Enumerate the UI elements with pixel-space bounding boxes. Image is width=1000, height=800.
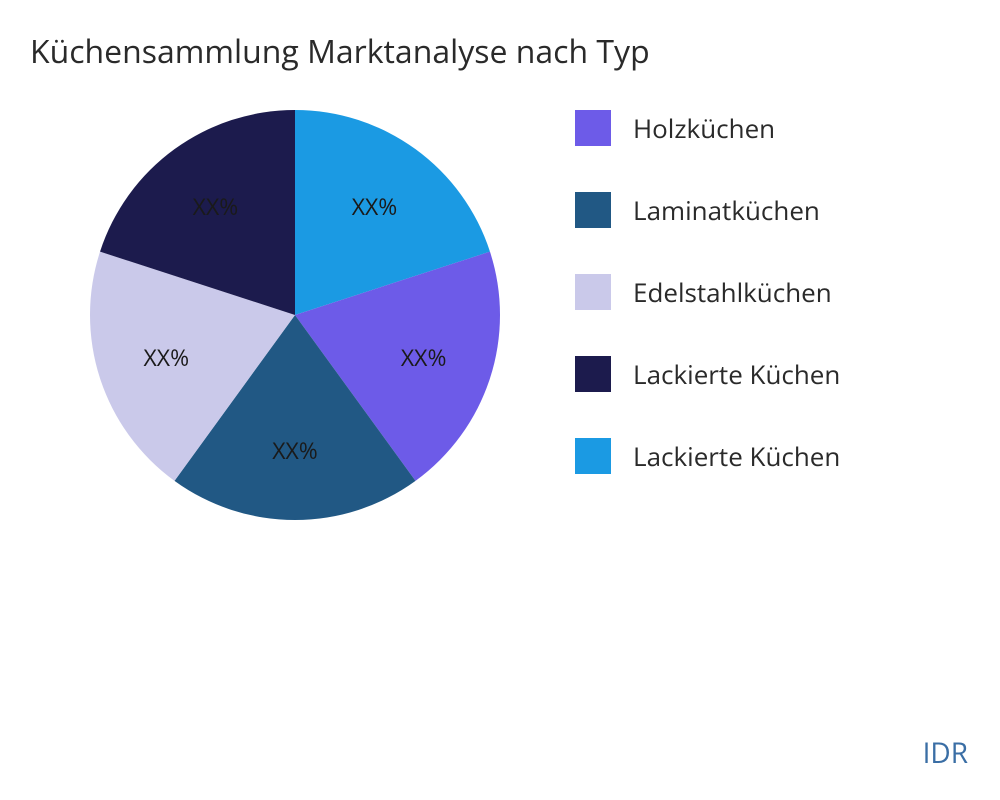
legend: Holzküchen Laminatküchen Edelstahlküchen La… (575, 110, 840, 520)
legend-item: Edelstahlküchen (575, 274, 840, 310)
legend-swatch (575, 192, 611, 228)
legend-item: Lackierte Küchen (575, 438, 840, 474)
legend-label: Edelstahlküchen (633, 274, 832, 310)
legend-swatch (575, 356, 611, 392)
legend-item: Holzküchen (575, 110, 840, 146)
pie-chart: XX% XX% XX% XX% XX% (85, 105, 505, 525)
slice-label: XX% (193, 190, 239, 222)
legend-swatch (575, 274, 611, 310)
attribution: IDR (923, 734, 968, 772)
legend-label: Laminatküchen (633, 192, 820, 228)
slice-label: XX% (272, 434, 318, 466)
slice-label: XX% (352, 190, 398, 222)
legend-item: Laminatküchen (575, 192, 840, 228)
legend-label: Holzküchen (633, 110, 775, 146)
slice-label: XX% (144, 341, 190, 373)
legend-swatch (575, 438, 611, 474)
slice-label: XX% (401, 341, 447, 373)
legend-item: Lackierte Küchen (575, 356, 840, 392)
legend-label: Lackierte Küchen (633, 438, 840, 474)
legend-swatch (575, 110, 611, 146)
chart-title: Küchensammlung Marktanalyse nach Typ (30, 30, 650, 73)
legend-label: Lackierte Küchen (633, 356, 840, 392)
